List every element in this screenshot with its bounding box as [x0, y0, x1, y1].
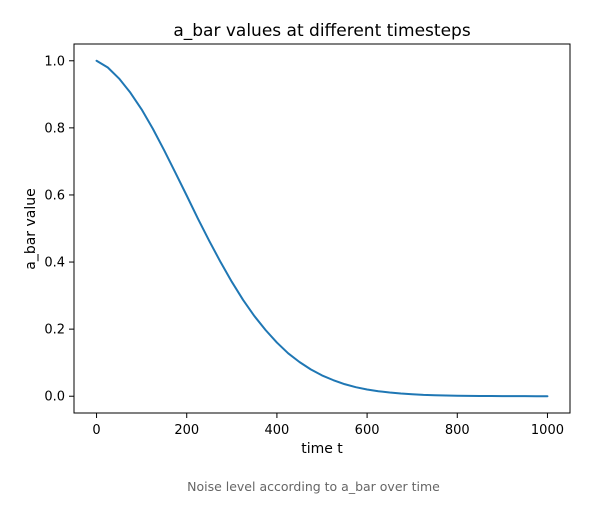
y-tick-label: 0.0	[44, 390, 65, 405]
series-line	[95, 59, 549, 398]
y-tick-label: 0.2	[44, 323, 65, 338]
y-axis-label: a_bar value	[23, 188, 39, 270]
y-tick-label: 0.4	[44, 256, 65, 271]
plot-area: 0 200 400 600 800 1000 0.0 0.2 0.4 0.6 0.8 1.0	[44, 43, 571, 438]
y-tick-label: 1.0	[44, 54, 65, 69]
x-tick-label: 400	[264, 423, 289, 438]
x-tick-label: 1000	[531, 423, 564, 438]
x-tick-label: 600	[355, 423, 380, 438]
x-tick-label: 800	[445, 423, 470, 438]
y-tick-label: 0.8	[44, 121, 65, 136]
x-axis-label: time t	[301, 441, 343, 457]
plot-frame	[73, 43, 571, 414]
x-tick-label: 0	[92, 423, 100, 438]
y-tick-label: 0.6	[44, 188, 65, 203]
chart-title: a_bar values at different timesteps	[173, 21, 470, 41]
x-tick-label: 200	[174, 423, 199, 438]
figure-caption: Noise level according to a_bar over time	[187, 479, 440, 494]
